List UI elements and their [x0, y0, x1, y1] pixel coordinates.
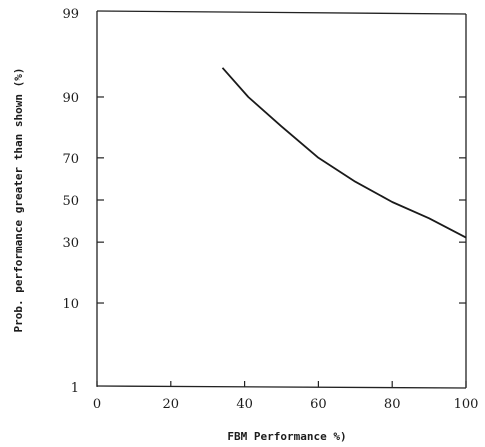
x-axis	[96, 385, 467, 389]
y-axis-ticks: 1 10 30 50 70 90 99	[62, 7, 466, 396]
x-tick-label: 40	[236, 397, 253, 412]
x-tick-label: 20	[163, 397, 180, 412]
x-tick-label: 100	[454, 397, 479, 412]
series-line	[221, 67, 467, 239]
y-tick-label: 30	[62, 236, 79, 251]
y-tick-label: 99	[62, 7, 79, 22]
y-tick-label: 70	[62, 152, 79, 167]
y-tick-label: 10	[62, 297, 79, 312]
y-tick-label: 90	[62, 91, 79, 106]
y-tick-label: 1	[71, 381, 79, 396]
x-tick-label: 0	[93, 397, 101, 412]
x-axis-ticks: 0 20 40 60 80 100	[93, 381, 479, 412]
top-border	[96, 10, 467, 15]
x-tick-label: 80	[384, 397, 401, 412]
plot-frame	[96, 10, 467, 389]
y-tick-label: 50	[62, 194, 79, 209]
x-tick-label: 60	[310, 397, 327, 412]
x-axis-title: FBM Performance %)	[227, 430, 346, 443]
series-layer	[221, 67, 467, 239]
y-axis-title: Prob. performance greater than shown (%)	[12, 68, 25, 333]
